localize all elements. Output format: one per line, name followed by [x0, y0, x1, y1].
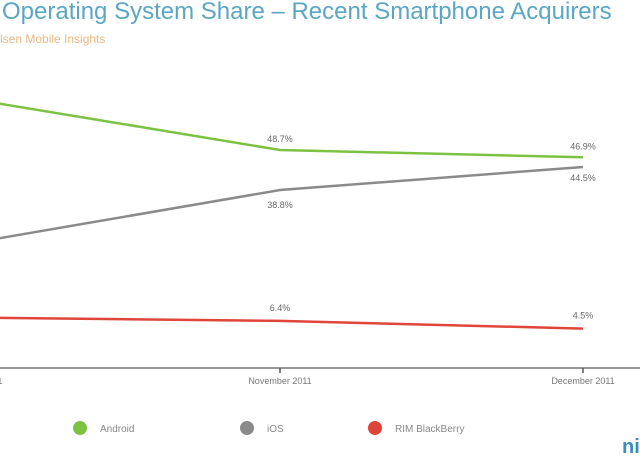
legend-marker	[368, 421, 382, 435]
legend-label: RIM BlackBerry	[395, 424, 464, 435]
data-label: 4.5%	[573, 311, 594, 321]
series-line-ios	[0, 165, 584, 240]
legend-label: iOS	[267, 424, 284, 435]
data-label: 44.5%	[570, 173, 596, 183]
legend-label: Android	[100, 424, 134, 435]
x-tick-label: 011	[0, 376, 2, 386]
series-line-rim-blackberry	[0, 316, 584, 330]
x-tick-label: November 2011	[248, 376, 311, 386]
data-label: 48.7%	[267, 134, 293, 144]
series-line-android	[0, 102, 584, 159]
data-label: 46.9%	[570, 141, 596, 151]
data-label: 38.8%	[267, 200, 293, 210]
nielsen-logo: ni	[622, 436, 640, 458]
legend-marker	[73, 421, 87, 435]
data-label: 6.4%	[270, 303, 291, 313]
chart-subtitle: lsen Mobile Insights	[0, 32, 106, 46]
chart-title: Operating System Share – Recent Smartpho…	[2, 0, 612, 25]
legend-marker	[240, 421, 254, 435]
x-tick-label: December 2011	[551, 376, 614, 386]
